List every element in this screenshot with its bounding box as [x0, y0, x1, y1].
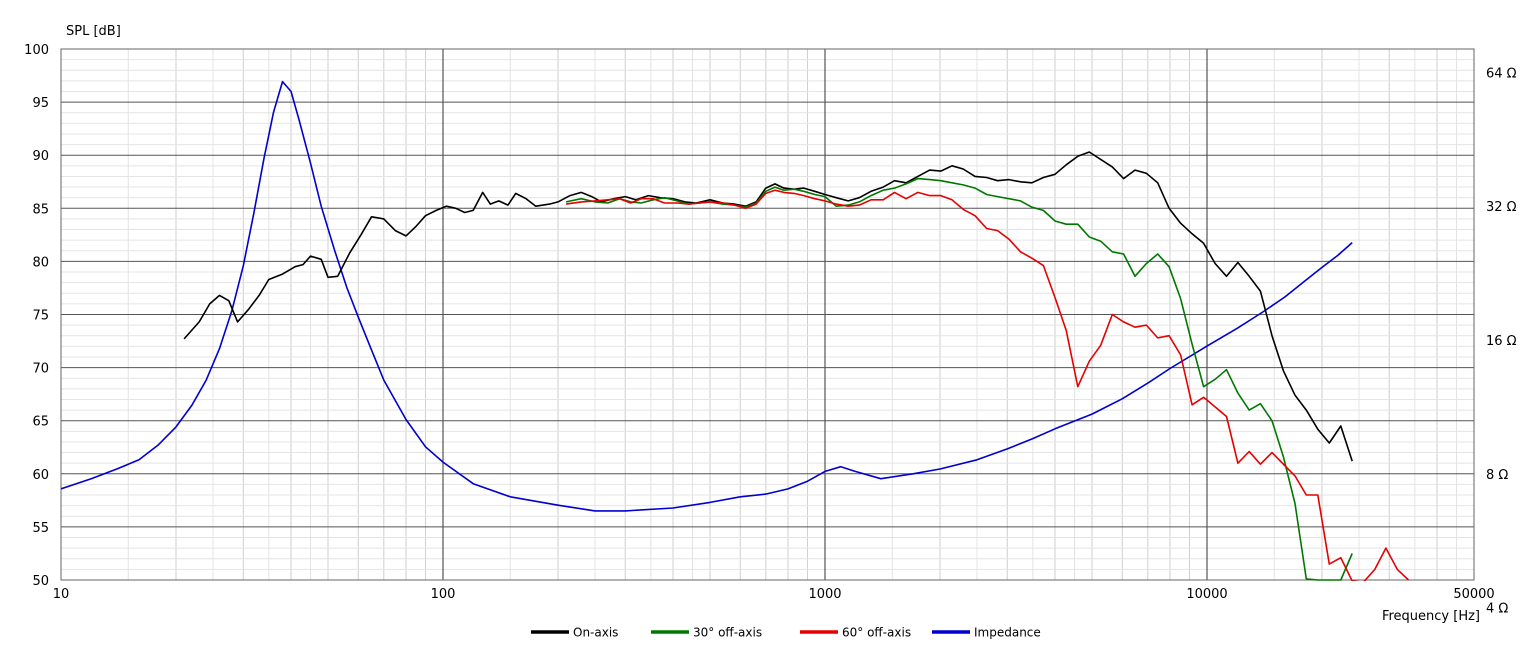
x-tick-label: 50000: [1453, 587, 1494, 602]
series-line-impedance: [61, 80, 1353, 512]
y-tick-label: 80: [32, 255, 49, 270]
y-tick-label: 65: [32, 415, 49, 430]
right-tick-label: 64 Ω: [1486, 66, 1517, 81]
major-grid: [61, 49, 1474, 580]
legend-label: 30° off-axis: [693, 626, 762, 640]
y-tick-label: 90: [32, 149, 49, 164]
plot-frame: [60, 48, 1475, 581]
x-axis-label: Frequency [Hz]: [1382, 609, 1480, 624]
y-tick-label: 60: [32, 468, 49, 483]
x-axis-ticks: 10 100 1000 10000 50000: [53, 587, 1495, 602]
series-line-60-off-axis: [565, 189, 1410, 581]
y-tick-label: 50: [32, 574, 49, 589]
right-tick-label: 16 Ω: [1486, 334, 1517, 349]
x-tick-label: 100: [431, 587, 456, 602]
y-tick-label: 75: [32, 309, 49, 324]
y-tick-label: 70: [32, 362, 49, 377]
legend-label: On-axis: [573, 626, 618, 640]
x-tick-label: 10000: [1186, 587, 1227, 602]
y-axis-ticks: 100 95 90 85 80 75 70 65 60 55 50: [24, 43, 49, 589]
series-line-on-axis: [183, 151, 1353, 462]
y-tick-label: 95: [32, 96, 49, 111]
right-tick-label: 32 Ω: [1486, 200, 1517, 215]
right-axis-ticks: 64 Ω 32 Ω 16 Ω 8 Ω 4 Ω: [1486, 66, 1517, 616]
right-tick-label: 4 Ω: [1486, 602, 1508, 617]
legend-label: Impedance: [974, 626, 1041, 640]
right-tick-label: 8 Ω: [1486, 468, 1508, 483]
legend: On-axis 30° off-axis 60° off-axis Impedance: [531, 626, 1041, 640]
series-layer: [61, 80, 1410, 581]
y-tick-label: 55: [32, 521, 49, 536]
y-tick-label: 100: [24, 43, 49, 58]
y-tick-label: 85: [32, 202, 49, 217]
x-tick-label: 1000: [808, 587, 841, 602]
legend-label: 60° off-axis: [842, 626, 911, 640]
y-axis-label: SPL [dB]: [66, 24, 121, 39]
x-tick-label: 10: [53, 587, 70, 602]
